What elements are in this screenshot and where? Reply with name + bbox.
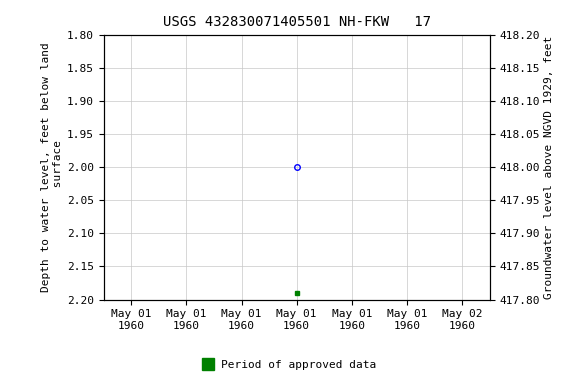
Y-axis label: Depth to water level, feet below land
 surface: Depth to water level, feet below land su… — [41, 42, 63, 292]
Title: USGS 432830071405501 NH-FKW   17: USGS 432830071405501 NH-FKW 17 — [162, 15, 431, 29]
Legend: Period of approved data: Period of approved data — [195, 356, 381, 375]
Y-axis label: Groundwater level above NGVD 1929, feet: Groundwater level above NGVD 1929, feet — [544, 35, 554, 299]
